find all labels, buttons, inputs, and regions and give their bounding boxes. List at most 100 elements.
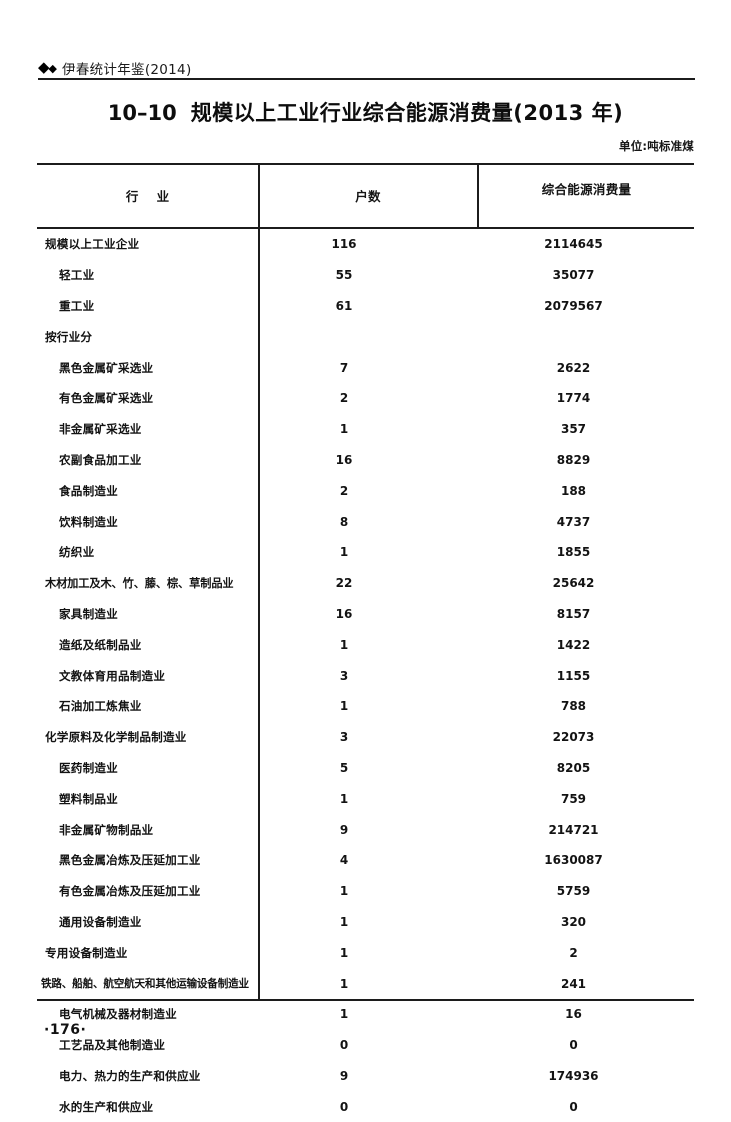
table-row: 有色金属矿采选业 2 1774 [37, 383, 694, 414]
row-energy-value: 8157 [556, 606, 591, 621]
row-label: 塑料制品业 [59, 791, 118, 806]
table-row: 非金属矿物制品业 9 214721 [37, 814, 694, 845]
row-label: 黑色金属冶炼及压延加工业 [59, 853, 201, 868]
table-row: 医药制造业 5 8205 [37, 753, 694, 784]
row-label: 黑色金属矿采选业 [59, 360, 154, 375]
row-label: 木材加工及木、竹、藤、棕、草制品业 [45, 577, 234, 591]
table-row: 有色金属冶炼及压延加工业 1 5759 [37, 876, 694, 907]
table-top-rule [37, 163, 694, 165]
table-row: 电气机械及器材制造业 1 16 [37, 999, 694, 1030]
row-label: 农副食品加工业 [59, 452, 142, 467]
table-row: 农副食品加工业 16 8829 [37, 445, 694, 476]
unit-note: 单位:吨标准煤 [619, 139, 694, 153]
table-row: 非金属矿采选业 1 357 [37, 414, 694, 445]
row-label: 铁路、船舶、航空航天和其他运输设备制造业 [41, 978, 249, 991]
row-energy-value: 1855 [556, 545, 591, 560]
row-energy-value [479, 321, 694, 352]
table-number: 10–10 [107, 101, 177, 125]
row-count-value: 61 [335, 298, 353, 313]
row-count-value: 116 [331, 237, 357, 252]
row-energy-value: 2 [569, 945, 578, 960]
row-energy-value: 0 [569, 1099, 578, 1114]
row-energy-value: 1155 [556, 668, 591, 683]
row-energy-value: 1774 [556, 391, 591, 406]
row-energy-value: 320 [560, 914, 587, 929]
row-count-value: 1 [339, 914, 349, 929]
row-count-value: 3 [339, 730, 349, 745]
table-row: 食品制造业 2 188 [37, 475, 694, 506]
row-label: 纺织业 [59, 545, 95, 560]
table-row: 木材加工及木、竹、藤、棕、草制品业 22 25642 [37, 568, 694, 599]
table-row: 轻工业 55 35077 [37, 260, 694, 291]
row-label: 造纸及纸制品业 [59, 637, 142, 652]
table-row: 饮料制造业 8 4737 [37, 506, 694, 537]
row-count-value: 5 [339, 760, 349, 775]
page: ◆◆ 伊春统计年鉴(2014) 10–10 规模以上工业行业综合能源消费量(201… [0, 52, 731, 1114]
row-energy-value: 2114645 [544, 237, 603, 252]
row-label: 化学原料及化学制品制造业 [45, 730, 187, 745]
row-count-value: 1 [339, 422, 349, 437]
row-energy-value: 1630087 [544, 853, 603, 868]
table-row: 专用设备制造业 1 2 [37, 937, 694, 968]
table-row: 按行业分 [37, 321, 694, 352]
row-label: 水的生产和供应业 [59, 1099, 154, 1114]
row-energy-value: 35077 [552, 268, 595, 283]
table-row: 黑色金属矿采选业 7 2622 [37, 352, 694, 383]
row-label: 专用设备制造业 [45, 945, 128, 960]
row-count-value: 3 [339, 668, 349, 683]
row-label: 通用设备制造业 [59, 914, 142, 929]
row-label: 按行业分 [45, 329, 93, 344]
running-head-rule [38, 78, 695, 80]
row-energy-value: 1422 [556, 637, 591, 652]
row-energy-value: 2622 [556, 360, 591, 375]
row-count-value: 1 [339, 637, 349, 652]
row-count-value: 16 [335, 606, 353, 621]
row-label: 文教体育用品制造业 [59, 668, 166, 683]
column-header-count: 户数 [355, 188, 381, 204]
table-row: 石油加工炼焦业 1 788 [37, 691, 694, 722]
row-energy-value: 16 [565, 1007, 582, 1022]
row-count-value: 16 [335, 452, 353, 467]
table-row: 塑料制品业 1 759 [37, 783, 694, 814]
column-divider-1 [258, 163, 260, 1001]
row-energy-value: 22073 [552, 730, 595, 745]
row-count-value: 1 [339, 699, 349, 714]
column-divider-2 [477, 163, 479, 229]
row-label: 食品制造业 [59, 483, 118, 498]
table-body: 规模以上工业企业 116 2114645 轻工业 55 35077 重工业 61 2079567… [37, 229, 694, 1113]
table-row: 铁路、船舶、航空航天和其他运输设备制造业 1 241 [37, 968, 694, 999]
row-count-value: 55 [335, 268, 353, 283]
row-energy-value: 4737 [556, 514, 591, 529]
row-count-value: 1 [339, 945, 349, 960]
row-energy-value: 188 [560, 483, 587, 498]
table-row: 纺织业 1 1855 [37, 537, 694, 568]
row-count-value: 1 [339, 1007, 349, 1022]
table-row: 电力、热力的生产和供应业 9 174936 [37, 1061, 694, 1092]
row-label: 饮料制造业 [59, 514, 118, 529]
table-title-text: 规模以上工业行业综合能源消费量(2013 年) [190, 101, 624, 125]
table-bottom-rule [37, 999, 694, 1001]
row-label: 工艺品及其他制造业 [59, 1038, 166, 1053]
row-energy-value: 0 [569, 1038, 578, 1053]
table-row: 黑色金属冶炼及压延加工业 4 1630087 [37, 845, 694, 876]
row-label: 非金属矿物制品业 [59, 822, 154, 837]
row-count-value: 0 [339, 1038, 349, 1053]
row-count-value: 1 [339, 791, 349, 806]
row-energy-value: 759 [560, 791, 587, 806]
table-row: 通用设备制造业 1 320 [37, 907, 694, 938]
row-count-value: 4 [339, 853, 349, 868]
running-head: ◆◆ 伊春统计年鉴(2014) [38, 52, 693, 78]
row-count-value: 22 [335, 576, 353, 591]
row-count-value: 2 [339, 483, 349, 498]
row-energy-value: 241 [560, 976, 587, 991]
diamond-ornament-icon: ◆◆ [38, 58, 57, 76]
row-label: 有色金属矿采选业 [59, 391, 154, 406]
page-title: 10–10 规模以上工业行业综合能源消费量(2013 年) [0, 97, 731, 127]
table-row: 重工业 61 2079567 [37, 291, 694, 322]
table-row: 家具制造业 16 8157 [37, 599, 694, 630]
table-header-rule [37, 227, 694, 229]
row-count-value: 9 [339, 1068, 349, 1083]
column-header-energy: 综合能源消费量 [541, 181, 632, 197]
row-label: 重工业 [59, 298, 95, 313]
row-count-value: 7 [339, 360, 349, 375]
